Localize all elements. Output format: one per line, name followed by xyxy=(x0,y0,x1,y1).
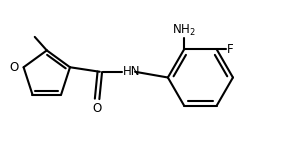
Text: HN: HN xyxy=(123,65,140,78)
Text: F: F xyxy=(227,43,233,56)
Text: NH$_2$: NH$_2$ xyxy=(172,22,196,38)
Text: O: O xyxy=(9,61,18,74)
Text: O: O xyxy=(92,102,102,115)
